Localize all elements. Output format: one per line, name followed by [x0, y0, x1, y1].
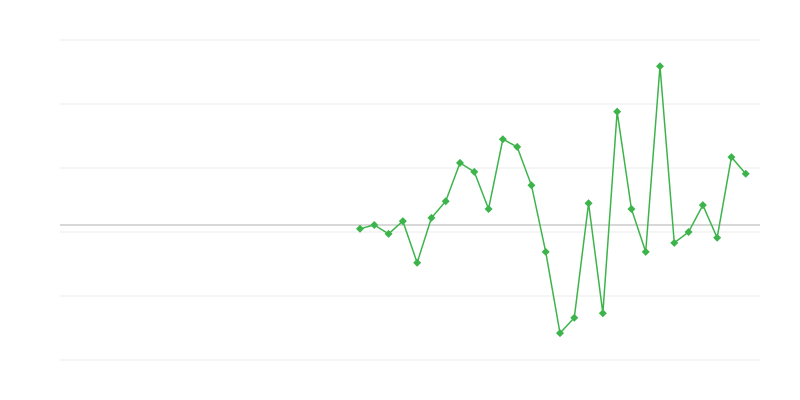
- data-point: [556, 329, 564, 338]
- data-point: [470, 167, 479, 176]
- gridlines: [60, 39, 760, 361]
- series-line: [359, 66, 747, 335]
- data-point: [741, 169, 750, 178]
- data-point: [370, 220, 379, 229]
- data-point: [513, 142, 522, 151]
- series-group: [356, 62, 750, 338]
- data-point: [413, 258, 422, 267]
- data-point: [713, 233, 722, 242]
- data-point: [684, 228, 693, 236]
- data-point: [570, 313, 579, 322]
- data-point: [484, 204, 493, 213]
- data-point: [698, 201, 707, 210]
- data-point: [541, 247, 550, 256]
- data-point: [670, 238, 679, 247]
- data-point: [613, 107, 622, 116]
- data-point: [627, 204, 636, 213]
- data-point: [498, 135, 507, 144]
- data-point: [641, 247, 650, 256]
- data-point: [398, 217, 407, 226]
- data-point: [384, 229, 393, 238]
- data-point: [598, 309, 607, 318]
- data-point: [456, 158, 464, 167]
- data-point: [356, 224, 364, 233]
- data-point: [527, 181, 536, 190]
- data-point: [427, 213, 436, 222]
- data-point: [656, 62, 664, 71]
- data-point: [441, 197, 450, 206]
- data-point: [584, 199, 593, 208]
- data-point: [727, 153, 736, 162]
